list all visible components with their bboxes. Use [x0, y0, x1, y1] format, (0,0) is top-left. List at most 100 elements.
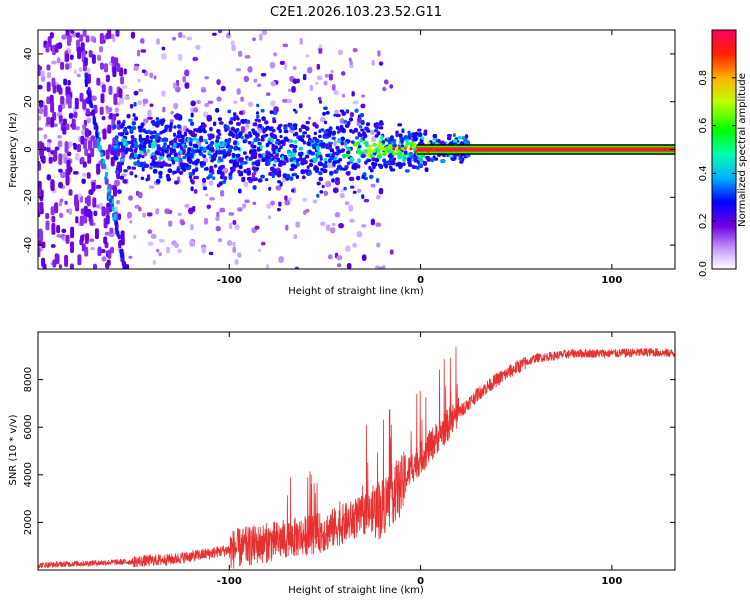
spectrogram-cell — [378, 163, 383, 169]
spectrogram-cell — [38, 107, 44, 115]
spectrogram-cell — [209, 126, 213, 132]
spectrogram-cell — [221, 150, 226, 155]
spectrogram-cell — [185, 128, 190, 133]
spectrogram-cell — [243, 75, 249, 83]
snr-xlabel: Height of straight line (km) — [288, 585, 424, 596]
spectrogram-cell — [283, 136, 287, 142]
spectrogram-cell — [401, 128, 405, 134]
spectrogram-cell — [349, 218, 355, 223]
spectrogram-cell — [345, 171, 349, 175]
snr-ytick-label: 6000 — [23, 414, 34, 439]
spectrogram-cell — [232, 242, 236, 247]
spectrogram-cell — [100, 93, 105, 104]
spectrogram-cell — [219, 144, 224, 148]
spectrogram-cell — [60, 171, 66, 179]
spectrogram-cell — [202, 161, 206, 166]
spectrogram-cell — [253, 137, 259, 143]
spectrogram-cell — [144, 163, 150, 169]
spectrogram-cell — [63, 78, 68, 86]
spectrogram-cell — [241, 119, 245, 125]
spectrogram-cell — [133, 90, 139, 96]
spectrogram-cell — [252, 122, 258, 127]
spectrogram-cell — [66, 163, 71, 176]
spectrogram-cell — [58, 181, 63, 189]
spectrogram-cell — [375, 222, 382, 227]
spectrogram-cell — [172, 36, 176, 41]
spectrogram-cell — [113, 213, 117, 219]
spectrogram-cell — [112, 124, 117, 129]
spectrogram-cell — [361, 119, 365, 124]
spectrogram-cell — [376, 242, 381, 248]
spectrogram-cell — [298, 127, 302, 133]
spectrogram-cell — [237, 169, 241, 174]
spectrogram-cell — [450, 157, 456, 161]
spectrogram-cell — [68, 141, 72, 148]
spectrogram-cell — [65, 234, 70, 244]
spectrogram-cell — [285, 173, 291, 179]
spectrogram-cell — [105, 74, 110, 83]
spectrogram-cell — [254, 225, 260, 230]
spectrogram-cell — [281, 162, 287, 166]
spectrogram-cell — [350, 185, 355, 189]
spectrogram-cell — [315, 138, 320, 144]
spectrogram-cell — [265, 150, 269, 155]
spectrogram-cell — [174, 242, 179, 249]
spectrogram-cell — [220, 164, 225, 169]
spectrogram-cell — [208, 134, 213, 138]
spectrogram-cell — [266, 203, 272, 209]
spectrogram-cell — [335, 168, 339, 173]
spectrogram-cell — [236, 122, 241, 126]
spectrogram-cell — [41, 155, 46, 164]
spectrogram-cell — [193, 128, 198, 132]
spectrogram-cell — [179, 149, 183, 155]
spectrogram-cell — [179, 138, 185, 143]
spectrogram-cell — [212, 32, 217, 36]
spectrogram-cell — [281, 141, 286, 147]
spectrogram-cell — [237, 207, 243, 212]
spectrogram-cell — [51, 215, 56, 223]
spectrogram-cell — [81, 129, 86, 136]
spectrogram-cell — [264, 154, 269, 160]
spectrogram-cell — [150, 156, 154, 160]
spectrogram-cell — [228, 172, 233, 177]
spectrogram-cell — [165, 148, 169, 154]
spectrogram-cell — [403, 147, 407, 151]
spectrogram-cell — [73, 143, 78, 151]
spectrogram-cell — [115, 30, 120, 37]
spectrogram-cell — [149, 72, 154, 79]
spectrogram-cell — [169, 150, 175, 154]
spectrogram-cell — [118, 98, 125, 105]
spectrogram-cell — [403, 135, 409, 140]
spectrogram-cell — [300, 169, 305, 174]
spectrogram-cell — [147, 109, 152, 117]
spectrogram-cell — [64, 200, 68, 205]
spectrogram-cell — [58, 115, 63, 123]
spectrogram-cell — [190, 149, 196, 154]
spectrogram-cell — [70, 30, 75, 34]
spectrogram-cell — [422, 160, 428, 166]
spectrogram-cell — [337, 138, 342, 142]
snr-ylabel: SNR (10 * v/v) — [8, 414, 19, 485]
spectrogram-cell — [272, 111, 278, 116]
spectrogram-cell — [220, 85, 226, 92]
spectrogram-ytick-label: 40 — [23, 48, 34, 61]
spectrogram-cell — [127, 165, 132, 170]
spectrogram-cell — [181, 148, 186, 155]
spectrogram-cell — [236, 88, 241, 95]
spectrogram-cell — [316, 193, 320, 198]
spectrogram-cell — [252, 201, 257, 206]
spectrogram-cell — [123, 169, 128, 173]
spectrogram-cell — [202, 124, 207, 128]
spectrogram-cell — [140, 49, 147, 53]
spectrogram-cell — [208, 251, 214, 256]
spectrogram-cell — [157, 146, 162, 152]
spectrogram-cell — [390, 168, 396, 172]
spectrogram-cell — [166, 177, 172, 182]
colorbar-label: Normalized spectral amplitude — [737, 73, 748, 227]
spectrogram-cell — [359, 113, 365, 118]
snr-xtick-label: 100 — [601, 576, 622, 587]
spectrogram-cell — [324, 135, 329, 139]
spectrogram-cell — [86, 195, 91, 207]
spectrogram-cell — [283, 126, 288, 130]
spectrogram-cell — [173, 82, 177, 89]
